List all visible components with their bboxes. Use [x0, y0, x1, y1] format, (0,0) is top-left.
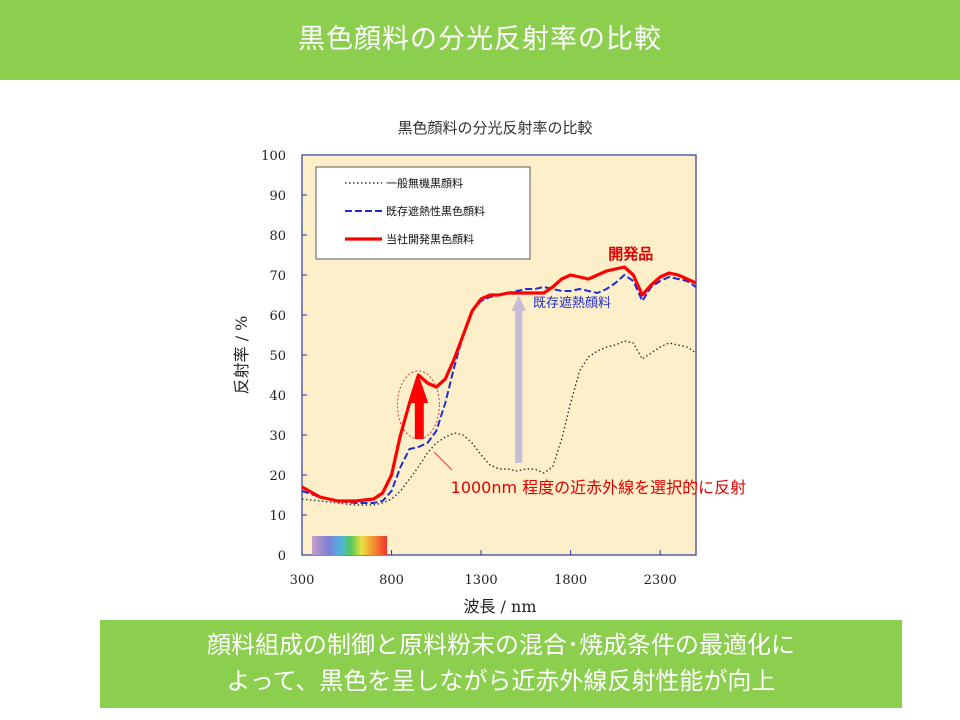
x-tick-label: 300: [290, 573, 315, 588]
series-layer: [301, 265, 697, 506]
series-line-1: [301, 340, 697, 506]
summary-line-2: よって、黒色を呈しながら近赤外線反射性能が向上: [226, 667, 776, 695]
x-tick-label: 2300: [644, 573, 677, 588]
y-tick-label: 0: [278, 549, 286, 564]
x-axis: 300 800 1300 1800 2300: [290, 550, 677, 588]
series-line-2: [301, 274, 697, 504]
y-tick-label: 20: [269, 469, 286, 484]
reflectance-chart: 黒色顔料の分光反射率の比較 0 10 20 30 40 50 60 70 80 90 100 300…: [232, 119, 747, 616]
y-axis-label: 反射率 / %: [232, 316, 251, 395]
legend-label: 当社開発黒色顔料: [386, 232, 474, 246]
x-tick-label: 800: [379, 573, 404, 588]
x-tick-label: 1800: [554, 573, 587, 588]
legend-label: 一般無機黒顔料: [386, 176, 463, 190]
y-tick-label: 30: [269, 429, 286, 444]
chart-annotation: 1000nm 程度の近赤外線を選択的に反射: [451, 478, 747, 497]
y-tick-label: 50: [269, 349, 286, 364]
page-title: 黒色顔料の分光反射率の比較: [0, 0, 960, 80]
visible-spectrum-bar: [312, 536, 387, 555]
highlight-ellipse: [396, 370, 440, 440]
x-axis-label: 波長 / nm: [463, 597, 536, 616]
series-line-3: [301, 265, 697, 503]
y-tick-label: 40: [269, 389, 286, 404]
legend-box: [315, 166, 531, 260]
annotation-leader-line: [433, 451, 453, 471]
legend-label: 既存遮熱性黒色顔料: [386, 204, 485, 218]
chart-annotation: 既存遮熱顔料: [533, 295, 611, 311]
chart-annotation: 開発品: [608, 245, 653, 263]
spectrum-gradient: [312, 536, 387, 555]
chart-title: 黒色顔料の分光反射率の比較: [397, 119, 592, 137]
y-tick-label: 90: [269, 189, 286, 204]
grey-arrow: [511, 295, 526, 463]
y-tick-label: 80: [269, 229, 286, 244]
y-tick-label: 60: [269, 309, 286, 324]
y-axis: 0 10 20 30 40 50 60 70 80 90 100: [261, 149, 307, 564]
red-arrow: [410, 377, 429, 439]
y-tick-label: 10: [269, 509, 286, 524]
x-tick-label: 1300: [465, 573, 498, 588]
y-tick-label: 70: [269, 269, 286, 284]
summary-line-1: 顔料組成の制御と原料粉末の混合･焼成条件の最適化に: [207, 631, 795, 659]
y-tick-label: 100: [261, 149, 286, 164]
summary-box: 顔料組成の制御と原料粉末の混合･焼成条件の最適化に よって、黒色を呈しながら近赤…: [100, 620, 902, 708]
